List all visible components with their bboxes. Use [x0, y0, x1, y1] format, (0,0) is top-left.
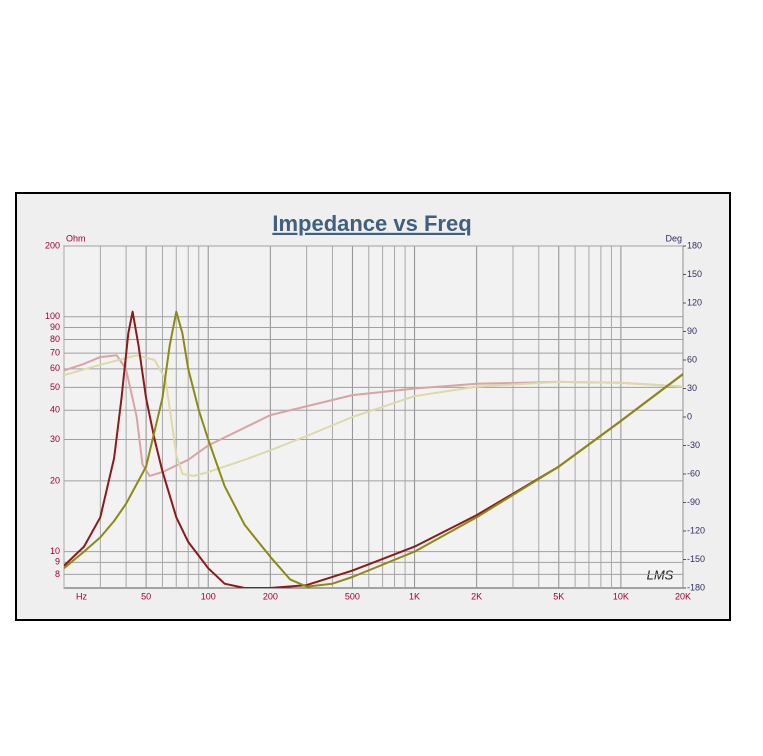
y2-tick-label: 90 [687, 326, 697, 336]
x-tick-label: 200 [263, 591, 278, 601]
y2-tick-label: 120 [687, 297, 702, 307]
x-tick-label: 100 [201, 591, 216, 601]
x-tick-label: 2K [471, 591, 482, 601]
y-tick-label: 60 [50, 363, 60, 373]
curve [64, 354, 683, 477]
y2-axis-label: Deg [665, 233, 682, 243]
y2-tick-label: 180 [687, 240, 702, 250]
y2-tick-label: -120 [687, 525, 705, 535]
y-tick-label: 9 [55, 557, 60, 567]
x-tick-label: 500 [345, 591, 360, 601]
x-tick-label: 20K [675, 591, 691, 601]
x-axis-label: Hz [76, 591, 87, 601]
y-tick-label: 10 [50, 546, 60, 556]
logo: LMS [647, 567, 674, 582]
y2-tick-label: -60 [687, 468, 700, 478]
y-tick-label: 80 [50, 334, 60, 344]
y2-tick-label: -30 [687, 440, 700, 450]
curve [64, 310, 683, 588]
y2-tick-label: -180 [687, 582, 705, 592]
y-tick-label: 90 [50, 322, 60, 332]
y-tick-label: 8 [55, 569, 60, 579]
chart-title: Impedance vs Freq [272, 211, 471, 236]
y2-tick-label: 30 [687, 383, 697, 393]
y2-tick-label: 150 [687, 269, 702, 279]
y2-tick-label: -90 [687, 497, 700, 507]
y-tick-label: 200 [45, 240, 60, 250]
y-tick-label: 50 [50, 382, 60, 392]
y-axis-label: Ohm [66, 233, 86, 243]
y2-tick-label: 0 [687, 411, 692, 421]
curve [64, 354, 683, 477]
y-tick-label: 20 [50, 475, 60, 485]
y-tick-label: 100 [45, 311, 60, 321]
x-tick-label: 5K [553, 591, 564, 601]
y2-tick-label: -150 [687, 554, 705, 564]
curve [64, 310, 683, 588]
x-tick-label: 1K [409, 591, 420, 601]
y-tick-label: 70 [50, 347, 60, 357]
y-tick-label: 40 [50, 405, 60, 415]
plot-area [63, 245, 684, 589]
x-tick-label: 50 [141, 591, 151, 601]
y2-tick-label: 60 [687, 354, 697, 364]
y-tick-label: 30 [50, 434, 60, 444]
x-tick-label: 10K [613, 591, 629, 601]
